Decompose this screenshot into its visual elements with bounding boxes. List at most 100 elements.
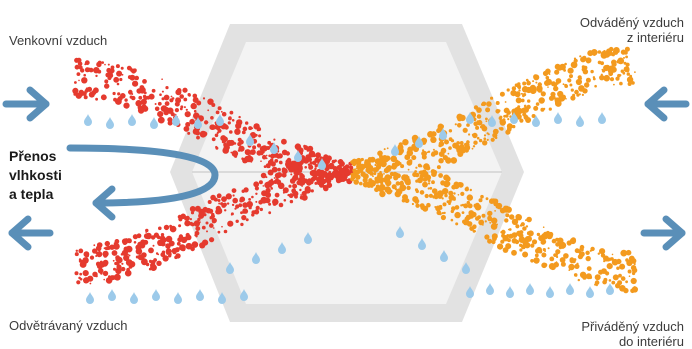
air-particle	[174, 247, 180, 253]
air-particle	[460, 192, 464, 196]
air-particle	[268, 154, 271, 158]
air-particle	[406, 185, 411, 191]
air-particle	[114, 273, 121, 281]
air-particle	[402, 194, 408, 201]
air-particle	[205, 221, 209, 225]
air-particle	[490, 96, 494, 100]
air-particle	[608, 279, 612, 282]
air-particle	[517, 215, 521, 218]
air-particle	[367, 185, 370, 188]
air-particle	[384, 174, 391, 181]
air-particle	[328, 162, 335, 170]
label-moisture-heat-transfer: Přenos vlhkosti a tepla	[9, 147, 62, 204]
air-particle	[265, 192, 272, 198]
air-particle	[525, 86, 532, 94]
air-particle	[79, 272, 83, 276]
air-particle	[453, 192, 456, 195]
air-particle	[438, 143, 443, 148]
air-particle	[562, 83, 565, 86]
air-particle	[431, 171, 437, 177]
air-particle	[588, 275, 593, 280]
air-particle	[630, 277, 637, 285]
air-particle	[616, 258, 622, 265]
air-particle	[132, 68, 137, 73]
air-particle	[281, 138, 287, 145]
air-particle	[132, 234, 138, 240]
air-particle	[326, 182, 333, 188]
air-particle	[365, 169, 369, 172]
air-particle	[177, 101, 180, 104]
air-particle	[303, 145, 309, 151]
air-particle	[326, 159, 331, 164]
air-particle	[520, 98, 525, 103]
air-particle	[170, 242, 174, 247]
air-particle	[87, 67, 92, 72]
air-particle	[185, 234, 192, 241]
droplet-icon	[106, 117, 114, 129]
air-particle	[101, 61, 104, 64]
droplet-icon	[218, 292, 226, 304]
air-particle	[584, 82, 590, 88]
air-particle	[592, 77, 596, 81]
air-particle	[239, 198, 244, 203]
air-particle	[142, 79, 147, 84]
air-particle	[217, 128, 222, 133]
air-particle	[352, 168, 357, 173]
air-particle	[497, 205, 502, 210]
air-particle	[97, 268, 104, 274]
air-particle	[143, 96, 148, 100]
air-particle	[466, 123, 470, 127]
air-particle	[185, 242, 193, 250]
air-particle	[152, 244, 155, 247]
air-particle	[473, 203, 478, 208]
air-particle	[570, 88, 574, 92]
air-particle	[576, 262, 579, 265]
air-particle	[234, 154, 238, 158]
air-particle	[114, 261, 118, 266]
air-particle	[485, 117, 488, 121]
air-particle	[451, 184, 457, 190]
air-particle	[462, 127, 468, 133]
air-particle	[402, 139, 409, 146]
air-particle	[95, 74, 98, 78]
air-particle	[575, 78, 583, 86]
droplet-icon	[466, 112, 474, 124]
air-particle	[110, 65, 115, 70]
air-particle	[522, 251, 529, 258]
air-particle	[569, 83, 573, 87]
air-particle	[112, 91, 116, 96]
air-particle	[471, 147, 474, 150]
air-particle	[586, 60, 590, 64]
air-particle	[487, 215, 492, 221]
air-particle	[535, 102, 540, 106]
air-particle	[454, 205, 460, 210]
air-particle	[550, 91, 556, 97]
air-particle	[625, 55, 628, 59]
air-particle	[137, 107, 145, 114]
air-particle	[375, 164, 382, 170]
air-particle	[183, 106, 186, 109]
air-particle	[121, 266, 126, 272]
air-particle	[472, 145, 476, 148]
air-particle	[553, 253, 557, 257]
label-supply-air-line1: Přiváděný vzduch	[581, 319, 684, 334]
air-particle	[247, 152, 249, 154]
air-particle	[125, 259, 133, 266]
air-particle	[376, 174, 383, 180]
air-particle	[274, 192, 280, 198]
air-particle	[465, 214, 472, 220]
air-particle	[556, 64, 563, 71]
air-particle	[218, 202, 221, 205]
air-particle	[252, 145, 257, 150]
air-particle	[581, 93, 585, 96]
air-particle	[309, 161, 313, 165]
air-particle	[107, 63, 110, 66]
air-particle	[198, 208, 205, 216]
air-particle	[250, 149, 256, 156]
air-particle	[619, 263, 626, 270]
air-particle	[220, 110, 223, 113]
air-particle	[170, 112, 175, 117]
air-particle	[165, 86, 169, 90]
air-particle	[169, 226, 173, 229]
